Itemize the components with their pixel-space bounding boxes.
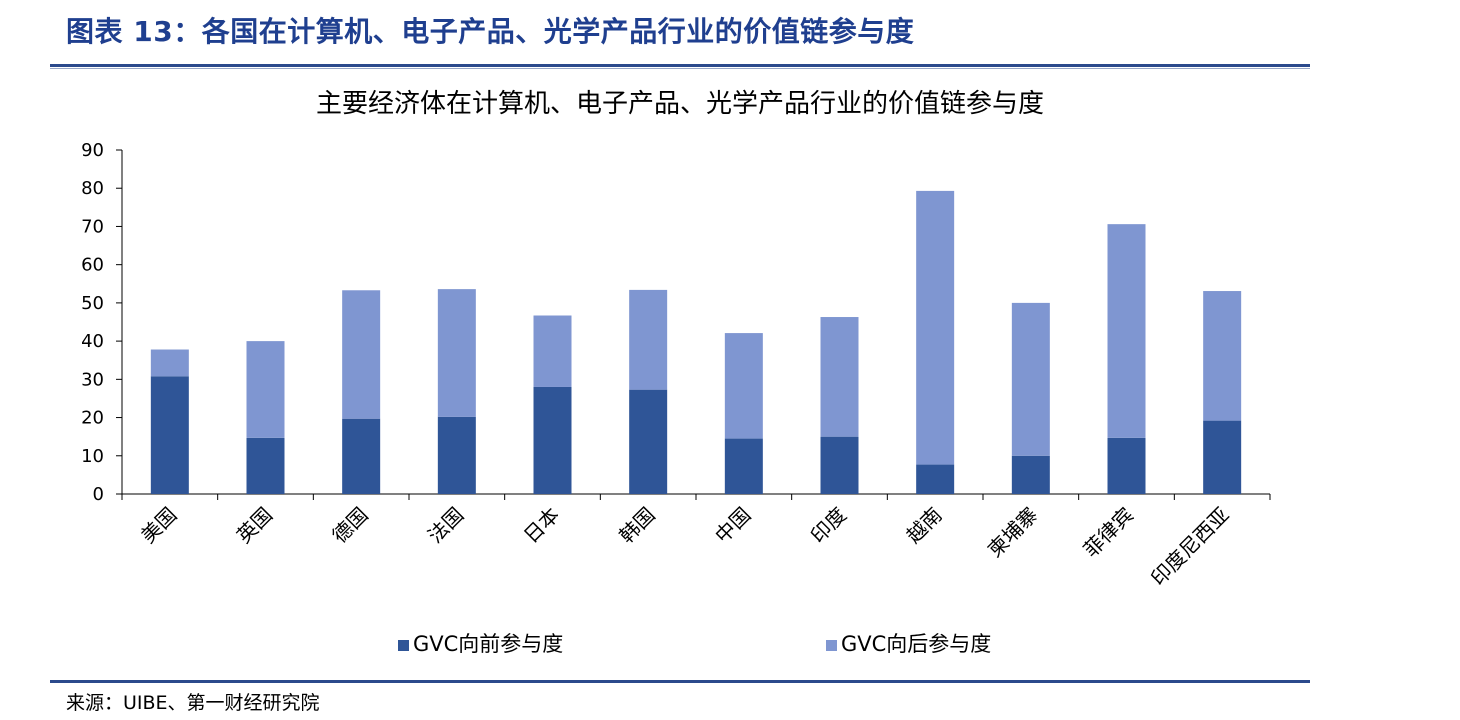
bottom-divider bbox=[50, 680, 1310, 683]
x-category-label: 德国 bbox=[327, 503, 372, 548]
bar-backward-3 bbox=[437, 289, 476, 417]
legend-swatch bbox=[398, 640, 409, 651]
legend-label: GVC向后参与度 bbox=[841, 632, 991, 656]
bar-forward-3 bbox=[437, 416, 476, 494]
bars bbox=[150, 190, 1242, 494]
legend: GVC向前参与度 GVC向后参与度 bbox=[398, 632, 991, 656]
y-tick-label: 90 bbox=[81, 140, 104, 161]
bar-backward-8 bbox=[916, 190, 955, 465]
bar-backward-2 bbox=[342, 290, 381, 419]
bar-forward-11 bbox=[1203, 420, 1242, 494]
bar-backward-9 bbox=[1011, 302, 1050, 456]
x-category-label: 美国 bbox=[136, 503, 181, 548]
legend-swatch bbox=[826, 640, 837, 651]
bar-backward-5 bbox=[629, 289, 668, 390]
y-tick-label: 60 bbox=[81, 255, 104, 276]
y-axis-labels: 0 10 20 30 40 50 60 70 80 90 bbox=[81, 140, 104, 505]
bar-backward-0 bbox=[150, 349, 189, 377]
x-axis-labels: 美国 英国 德国 法国 日本 韩国 中国 印度 越南 柬埔寨 菲律宾 印度尼西亚 bbox=[136, 503, 1234, 591]
x-category-label: 柬埔寨 bbox=[983, 503, 1042, 562]
y-tick-label: 50 bbox=[81, 293, 104, 314]
y-tick-label: 0 bbox=[93, 484, 104, 505]
bar-forward-2 bbox=[342, 418, 381, 494]
axes bbox=[116, 149, 1271, 500]
bar-forward-10 bbox=[1107, 437, 1146, 494]
bar-backward-1 bbox=[246, 341, 285, 438]
bar-backward-10 bbox=[1107, 224, 1146, 438]
legend-label: GVC向前参与度 bbox=[413, 632, 563, 656]
bar-forward-0 bbox=[150, 376, 189, 494]
bar-backward-4 bbox=[533, 315, 572, 387]
y-tick-label: 30 bbox=[81, 369, 104, 390]
x-category-label: 法国 bbox=[423, 503, 468, 548]
y-tick-label: 70 bbox=[81, 216, 104, 237]
bar-forward-9 bbox=[1011, 455, 1050, 494]
x-category-label: 印度 bbox=[806, 503, 851, 548]
bar-forward-5 bbox=[629, 389, 668, 494]
stacked-bar-chart: 主要经济体在计算机、电子产品、光学产品行业的价值链参与度 0 10 20 30 40 50… bbox=[81, 89, 1271, 656]
top-divider bbox=[50, 64, 1310, 67]
chart-title: 主要经济体在计算机、电子产品、光学产品行业的价值链参与度 bbox=[316, 89, 1044, 119]
source-note: 来源：UIBE、第一财经研究院 bbox=[66, 692, 320, 714]
y-tick-label: 80 bbox=[81, 178, 104, 199]
bar-backward-6 bbox=[724, 333, 763, 439]
y-tick-label: 40 bbox=[81, 331, 104, 352]
x-category-label: 中国 bbox=[710, 503, 755, 548]
x-category-label: 韩国 bbox=[614, 503, 659, 548]
y-tick-label: 10 bbox=[81, 446, 104, 467]
x-category-label: 菲律宾 bbox=[1079, 503, 1138, 562]
bar-forward-6 bbox=[724, 438, 763, 494]
bar-forward-8 bbox=[916, 464, 955, 494]
y-tick-label: 20 bbox=[81, 408, 104, 429]
bar-forward-7 bbox=[820, 436, 859, 494]
figure-title: 图表 13：各国在计算机、电子产品、光学产品行业的价值链参与度 bbox=[66, 15, 915, 48]
top-divider-thin bbox=[50, 68, 1310, 69]
bar-backward-11 bbox=[1203, 291, 1242, 421]
x-category-label: 印度尼西亚 bbox=[1146, 503, 1234, 591]
bar-backward-7 bbox=[820, 317, 859, 437]
x-category-label: 越南 bbox=[901, 503, 946, 548]
x-category-label: 英国 bbox=[232, 503, 277, 548]
bar-forward-4 bbox=[533, 386, 572, 494]
x-category-label: 日本 bbox=[519, 503, 564, 548]
bar-forward-1 bbox=[246, 437, 285, 494]
